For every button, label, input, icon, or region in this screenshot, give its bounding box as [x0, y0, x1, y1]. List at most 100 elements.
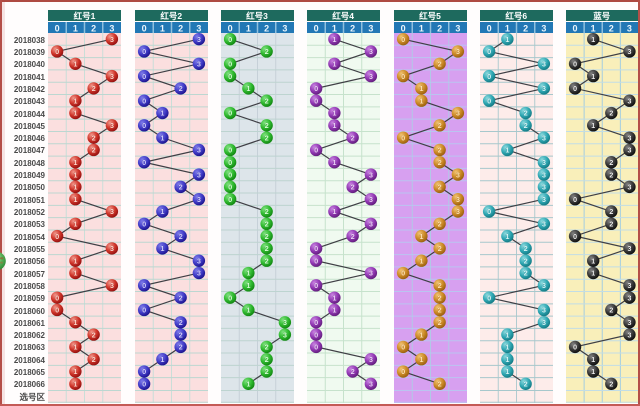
svg-text:2: 2: [264, 208, 268, 217]
svg-text:3: 3: [627, 281, 631, 290]
svg-text:1: 1: [73, 269, 77, 278]
svg-text:1: 1: [505, 35, 509, 44]
svg-text:2: 2: [178, 318, 182, 327]
svg-text:2: 2: [264, 24, 269, 34]
svg-text:3: 3: [368, 380, 372, 389]
svg-text:1: 1: [332, 109, 336, 118]
svg-text:3: 3: [627, 294, 631, 303]
svg-text:1: 1: [505, 146, 509, 155]
svg-text:3: 3: [282, 331, 286, 340]
svg-text:2: 2: [92, 331, 96, 340]
svg-text:3: 3: [368, 72, 372, 81]
svg-text:2: 2: [178, 183, 182, 192]
svg-text:2: 2: [178, 232, 182, 241]
svg-text:3: 3: [542, 84, 546, 93]
svg-text:0: 0: [487, 208, 491, 217]
svg-text:3: 3: [627, 146, 631, 155]
svg-text:1: 1: [160, 24, 165, 34]
svg-text:0: 0: [142, 380, 146, 389]
svg-text:3: 3: [110, 121, 114, 130]
svg-text:1: 1: [332, 60, 336, 69]
svg-text:3: 3: [627, 134, 631, 143]
svg-text:0: 0: [142, 97, 146, 106]
svg-text:2: 2: [350, 134, 354, 143]
svg-text:2: 2: [437, 380, 441, 389]
svg-text:0: 0: [486, 24, 491, 34]
svg-text:3: 3: [627, 183, 631, 192]
svg-text:0: 0: [401, 269, 405, 278]
svg-text:3: 3: [455, 109, 459, 118]
svg-text:0: 0: [228, 109, 232, 118]
svg-text:1: 1: [591, 368, 595, 377]
svg-text:0: 0: [401, 134, 405, 143]
svg-text:3: 3: [197, 35, 201, 44]
svg-text:3: 3: [196, 24, 201, 34]
svg-text:0: 0: [55, 232, 59, 241]
svg-text:3: 3: [542, 158, 546, 167]
svg-text:1: 1: [73, 97, 77, 106]
svg-text:0: 0: [228, 294, 232, 303]
svg-text:0: 0: [314, 331, 318, 340]
svg-text:2: 2: [437, 281, 441, 290]
svg-text:1: 1: [160, 208, 164, 217]
svg-text:1: 1: [73, 24, 78, 34]
svg-text:0: 0: [573, 60, 577, 69]
svg-text:3: 3: [368, 48, 372, 57]
svg-text:0: 0: [228, 146, 232, 155]
svg-text:2: 2: [91, 24, 96, 34]
svg-text:2: 2: [178, 343, 182, 352]
svg-text:1: 1: [419, 97, 423, 106]
svg-text:2: 2: [609, 109, 613, 118]
svg-text:1: 1: [73, 109, 77, 118]
svg-text:2: 2: [437, 60, 441, 69]
svg-text:1: 1: [246, 306, 250, 315]
svg-text:3: 3: [110, 245, 114, 254]
svg-text:3: 3: [627, 48, 631, 57]
svg-text:3: 3: [542, 318, 546, 327]
svg-text:1: 1: [419, 257, 423, 266]
svg-text:1: 1: [73, 60, 77, 69]
svg-text:3: 3: [627, 318, 631, 327]
svg-text:0: 0: [573, 343, 577, 352]
svg-text:0: 0: [228, 72, 232, 81]
svg-text:0: 0: [314, 318, 318, 327]
svg-text:2: 2: [609, 306, 613, 315]
svg-text:3: 3: [368, 24, 373, 34]
svg-text:2: 2: [523, 257, 527, 266]
svg-text:2: 2: [92, 355, 96, 364]
svg-text:3: 3: [455, 24, 460, 34]
svg-text:0: 0: [142, 121, 146, 130]
svg-text:0: 0: [573, 84, 577, 93]
svg-text:2: 2: [523, 269, 527, 278]
svg-text:0: 0: [55, 294, 59, 303]
svg-text:3: 3: [282, 318, 286, 327]
svg-text:3: 3: [542, 134, 546, 143]
svg-text:2: 2: [437, 158, 441, 167]
svg-text:1: 1: [419, 355, 423, 364]
svg-text:1: 1: [73, 220, 77, 229]
svg-text:1: 1: [591, 269, 595, 278]
svg-text:2: 2: [178, 294, 182, 303]
svg-text:3: 3: [368, 220, 372, 229]
svg-text:2: 2: [92, 84, 96, 93]
svg-text:3: 3: [626, 24, 631, 34]
svg-text:0: 0: [487, 48, 491, 57]
svg-text:2: 2: [350, 368, 354, 377]
svg-text:1: 1: [246, 380, 250, 389]
svg-text:3: 3: [110, 208, 114, 217]
svg-text:0: 0: [314, 257, 318, 266]
svg-text:1: 1: [73, 380, 77, 389]
svg-text:0: 0: [142, 72, 146, 81]
svg-text:1: 1: [245, 24, 250, 34]
svg-text:3: 3: [455, 171, 459, 180]
svg-text:0: 0: [314, 245, 318, 254]
svg-text:2: 2: [523, 245, 527, 254]
svg-text:0: 0: [228, 35, 232, 44]
svg-text:3: 3: [627, 245, 631, 254]
svg-text:0: 0: [572, 24, 577, 34]
svg-text:1: 1: [332, 158, 336, 167]
svg-text:1: 1: [419, 232, 423, 241]
svg-text:0: 0: [142, 220, 146, 229]
svg-text:1: 1: [73, 183, 77, 192]
svg-text:2: 2: [178, 24, 183, 34]
